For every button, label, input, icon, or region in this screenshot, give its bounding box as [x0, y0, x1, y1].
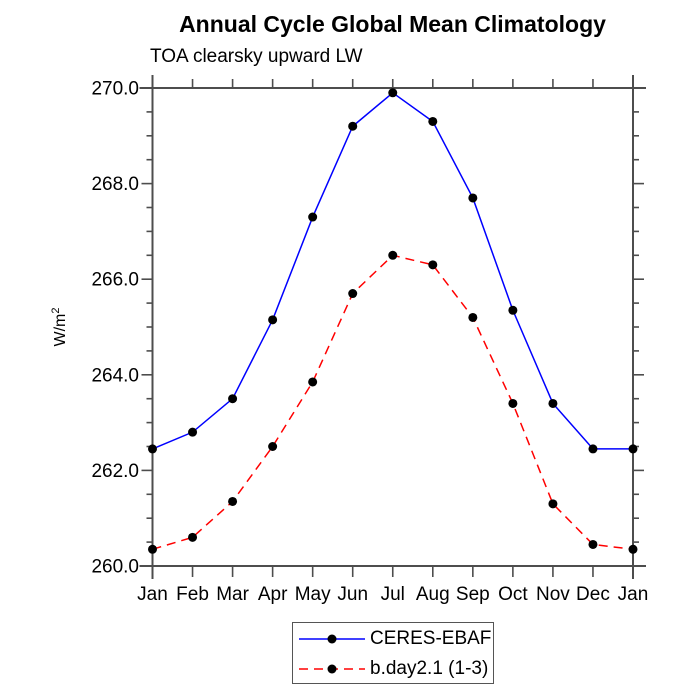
series-bday21	[148, 250, 638, 554]
data-point-marker	[348, 289, 358, 299]
data-point-marker	[468, 193, 478, 203]
data-point-marker	[508, 398, 518, 408]
data-point-marker	[428, 260, 438, 270]
series-ceres-ebaf	[148, 88, 638, 454]
data-point-marker	[188, 427, 198, 437]
legend-entry-bday21: b.day2.1 (1-3)	[293, 654, 493, 684]
data-point-marker	[548, 499, 558, 509]
legend-line-sample-dashed	[299, 664, 365, 674]
y-tick-label: 270.0	[91, 79, 139, 100]
legend: CERES-EBAF b.day2.1 (1-3)	[292, 622, 494, 684]
data-point-marker	[228, 394, 238, 404]
x-tick-label: May	[295, 584, 331, 605]
data-point-marker	[388, 88, 398, 98]
x-tick-label: Jan	[618, 584, 649, 605]
data-point-marker	[148, 444, 157, 454]
data-point-marker	[148, 544, 157, 554]
x-tick-label: Dec	[576, 584, 610, 605]
x-tick-label: Oct	[498, 584, 528, 605]
x-tick-label: Sep	[456, 584, 490, 605]
data-point-marker	[628, 444, 638, 454]
chart-subtitle: TOA clearsky upward LW	[150, 46, 363, 67]
x-tick-label: Mar	[216, 584, 249, 605]
x-tick-label: Nov	[536, 584, 570, 605]
data-point-marker	[348, 121, 358, 131]
y-tick-label: 268.0	[91, 174, 139, 195]
data-point-marker	[188, 532, 198, 542]
x-tick-label: Jun	[337, 584, 368, 605]
axis-frame	[139, 75, 646, 579]
y-axis-ticks	[141, 87, 644, 567]
data-point-marker	[468, 312, 478, 322]
chart-title: Annual Cycle Global Mean Climatology	[179, 11, 606, 37]
x-tick-label: Apr	[258, 584, 288, 605]
y-tick-label: 262.0	[91, 461, 139, 482]
data-point-marker	[308, 377, 318, 387]
data-point-marker	[588, 444, 598, 454]
legend-label: CERES-EBAF	[370, 628, 492, 649]
data-point-marker	[428, 116, 438, 126]
y-tick-label: 264.0	[91, 365, 139, 386]
data-point-marker	[268, 315, 278, 325]
x-axis-ticks	[151, 79, 634, 577]
data-point-marker	[548, 398, 558, 408]
x-tick-label: Aug	[416, 584, 450, 605]
legend-line-sample-solid	[299, 634, 365, 644]
series-line	[152, 91, 633, 450]
data-point-marker	[588, 539, 598, 549]
data-point-marker	[228, 496, 238, 506]
y-axis-tick-labels: 260.0 262.0 264.0 266.0 268.0 270.0	[91, 79, 139, 578]
x-tick-label: Jan	[137, 584, 168, 605]
x-tick-label: Jul	[381, 584, 405, 605]
legend-label: b.day2.1 (1-3)	[370, 658, 489, 679]
data-point-marker	[508, 305, 518, 315]
series-line	[152, 254, 634, 551]
x-tick-label: Feb	[176, 584, 209, 605]
y-tick-label: 260.0	[91, 557, 139, 578]
data-point-marker	[388, 250, 398, 260]
data-point-marker	[268, 442, 278, 451]
data-point-marker	[308, 212, 318, 222]
x-axis-tick-labels: Jan Feb Mar Apr May Jun Jul Aug Sep Oct Nov Dec Jan	[137, 584, 648, 605]
data-point-marker	[628, 544, 638, 554]
y-tick-label: 266.0	[91, 270, 139, 291]
legend-entry-ceres-ebaf: CERES-EBAF	[293, 624, 493, 654]
